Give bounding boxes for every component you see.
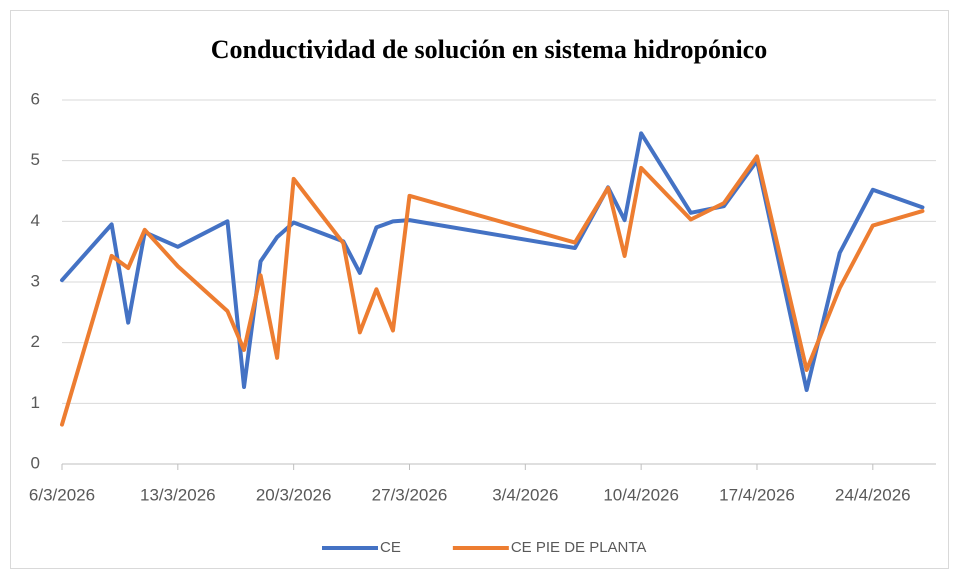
legend-label: CE PIE DE PLANTA (511, 539, 647, 556)
chart-frame (10, 10, 949, 569)
x-tick-label: 6/3/2026 (29, 485, 95, 504)
x-tick-label: 20/3/2026 (256, 485, 332, 504)
x-tick-label: 10/4/2026 (603, 485, 679, 504)
x-tick-label: 27/3/2026 (372, 485, 448, 504)
x-tick-label: 3/4/2026 (492, 485, 558, 504)
y-tick-label: 2 (31, 332, 40, 351)
y-tick-label: 1 (31, 393, 40, 412)
legend-label: CE (380, 539, 401, 556)
series-line (60, 154, 925, 427)
x-tick-label: 13/3/2026 (140, 485, 216, 504)
y-tick-label: 6 (31, 89, 40, 108)
y-tick-label: 5 (31, 150, 40, 169)
y-tick-label: 4 (31, 211, 40, 230)
y-tick-label: 3 (31, 271, 40, 290)
chart-title: Conductividad de solución en sistema hid… (211, 35, 767, 64)
x-tick-label: 24/4/2026 (835, 485, 911, 504)
y-tick-label: 0 (31, 453, 40, 472)
series-line (60, 131, 925, 392)
x-tick-label: 17/4/2026 (719, 485, 795, 504)
